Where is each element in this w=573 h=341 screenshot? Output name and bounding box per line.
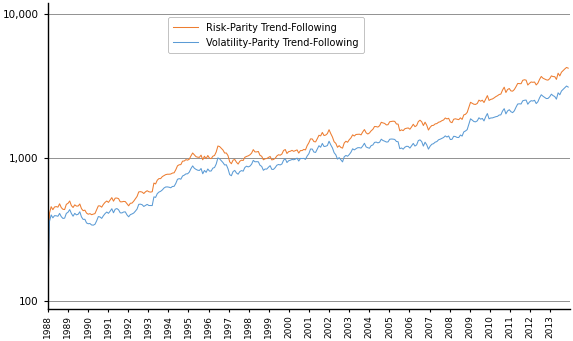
Risk-Parity Trend-Following xyxy=(563,65,570,70)
Line: Volatility-Parity Trend-Following: Volatility-Parity Trend-Following xyxy=(48,86,568,301)
Volatility-Parity Trend-Following xyxy=(208,169,215,173)
Risk-Parity Trend-Following xyxy=(270,158,277,162)
Risk-Parity Trend-Following xyxy=(103,199,110,203)
Risk-Parity Trend-Following xyxy=(44,299,51,303)
Risk-Parity Trend-Following xyxy=(521,78,528,82)
Volatility-Parity Trend-Following xyxy=(270,167,277,172)
Volatility-Parity Trend-Following xyxy=(563,84,570,88)
Volatility-Parity Trend-Following xyxy=(44,299,51,303)
Line: Risk-Parity Trend-Following: Risk-Parity Trend-Following xyxy=(48,68,568,301)
Volatility-Parity Trend-Following xyxy=(521,98,528,102)
Risk-Parity Trend-Following xyxy=(208,157,215,161)
Volatility-Parity Trend-Following xyxy=(103,210,110,214)
Volatility-Parity Trend-Following xyxy=(186,170,193,174)
Volatility-Parity Trend-Following xyxy=(565,85,572,89)
Risk-Parity Trend-Following xyxy=(186,157,193,161)
Risk-Parity Trend-Following xyxy=(292,149,299,153)
Volatility-Parity Trend-Following xyxy=(292,157,299,161)
Legend: Risk-Parity Trend-Following, Volatility-Parity Trend-Following: Risk-Parity Trend-Following, Volatility-… xyxy=(167,17,364,53)
Risk-Parity Trend-Following xyxy=(565,66,572,70)
